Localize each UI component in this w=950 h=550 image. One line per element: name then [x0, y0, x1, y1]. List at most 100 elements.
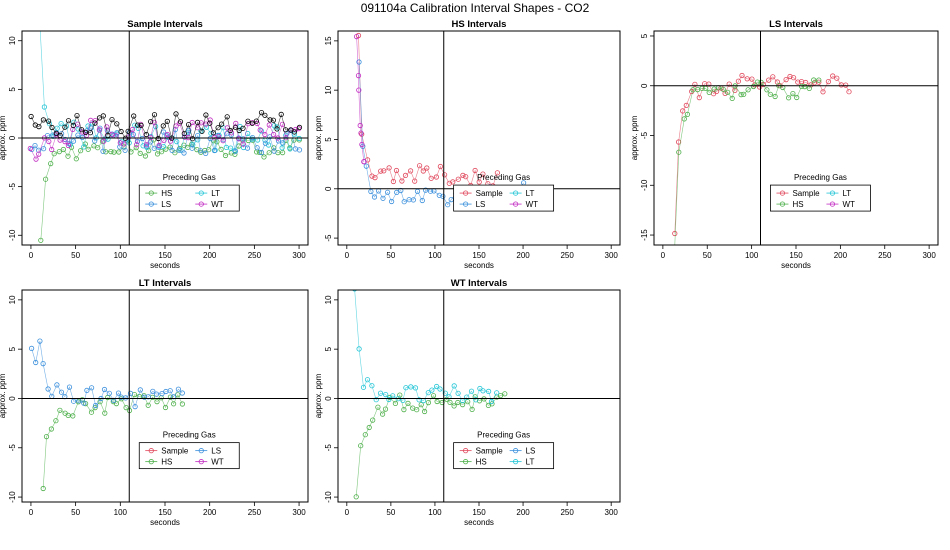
data-point	[203, 112, 209, 118]
y-tick-label: 10	[8, 36, 17, 45]
series-line-HS	[40, 139, 300, 241]
data-point	[494, 390, 500, 396]
legend-label: Sample	[161, 447, 189, 456]
data-point	[40, 146, 47, 152]
data-point	[480, 171, 486, 177]
data-point	[71, 398, 77, 404]
y-tick-label: 0	[324, 186, 333, 191]
data-point	[161, 129, 167, 135]
data-point	[224, 114, 230, 120]
data-point	[151, 112, 158, 118]
chart-panel-0: Sample Intervals 0 50 100 150 200 250 300 -10 -5 0…	[0, 19, 309, 270]
legend-label: WT	[211, 200, 224, 209]
data-point	[41, 104, 48, 110]
data-point	[148, 119, 154, 125]
data-point	[368, 188, 374, 195]
data-point	[36, 151, 42, 157]
legend-swatch-marker	[463, 459, 469, 465]
data-point	[173, 111, 179, 117]
data-point	[785, 95, 792, 101]
data-point	[46, 121, 53, 127]
x-tick-label: 100	[745, 251, 759, 260]
legend-label: Sample	[476, 447, 504, 456]
data-point	[360, 384, 367, 390]
y-tick-label: -5	[8, 444, 17, 452]
data-point	[384, 189, 391, 195]
x-tick-label: 300	[605, 508, 619, 517]
data-point	[33, 359, 39, 366]
x-tick-label: 100	[114, 251, 128, 260]
data-point	[758, 79, 764, 86]
legend-swatch-marker	[779, 190, 786, 196]
data-point	[154, 398, 160, 405]
data-point	[726, 81, 732, 87]
data-point	[46, 138, 52, 145]
legend-box	[138, 442, 240, 470]
x-axis-label: seconds	[150, 518, 180, 527]
data-point	[767, 91, 773, 97]
data-point	[735, 78, 742, 84]
legend-label: LT	[526, 458, 535, 467]
data-point	[455, 390, 461, 396]
data-point	[62, 124, 68, 130]
data-point	[279, 140, 286, 146]
data-point	[51, 151, 57, 157]
data-point	[750, 83, 757, 90]
data-point	[81, 144, 87, 150]
plot-frame	[337, 289, 621, 503]
legend-label: WT	[842, 200, 855, 209]
data-point	[75, 132, 81, 138]
data-point	[145, 402, 151, 408]
legend-box	[453, 442, 555, 470]
data-point	[271, 123, 277, 129]
data-point	[134, 138, 140, 145]
data-point	[451, 383, 457, 389]
data-point	[258, 110, 265, 116]
data-point	[420, 168, 426, 174]
data-point	[278, 111, 284, 118]
data-point	[421, 408, 428, 415]
data-point	[66, 384, 73, 390]
data-point	[419, 197, 425, 204]
x-tick-label: 150	[472, 251, 486, 260]
data-point	[764, 87, 770, 93]
data-point	[414, 407, 420, 413]
data-point	[379, 411, 386, 417]
panel-title: LS Intervals	[769, 19, 823, 30]
data-point	[388, 198, 395, 205]
legend-swatch-marker	[148, 201, 154, 207]
data-point	[181, 142, 187, 148]
data-point	[40, 117, 47, 123]
x-tick-label: 250	[560, 251, 574, 260]
data-point	[399, 178, 405, 184]
data-point	[48, 426, 55, 432]
data-point	[373, 397, 379, 403]
legend-label: LS	[161, 200, 171, 209]
data-point	[132, 403, 138, 410]
y-tick-label: -10	[8, 229, 17, 241]
data-point	[195, 119, 201, 126]
data-point	[123, 404, 129, 411]
data-layer	[27, 31, 303, 243]
series-line-LT	[354, 290, 497, 403]
data-point	[169, 147, 175, 153]
data-point	[92, 120, 98, 126]
data-point	[816, 77, 822, 83]
panel-title: WT Intervals	[451, 278, 508, 289]
data-point	[102, 410, 108, 416]
legend-label: LT	[211, 189, 220, 198]
data-point	[203, 124, 210, 130]
data-point	[57, 407, 63, 413]
data-point	[198, 120, 204, 126]
data-point	[96, 127, 103, 133]
data-point	[258, 149, 265, 156]
data-point	[240, 125, 246, 131]
data-point	[175, 386, 181, 392]
data-point	[787, 73, 793, 80]
y-tick-label: -5	[8, 183, 17, 191]
data-point	[274, 126, 280, 132]
data-point	[439, 399, 445, 406]
x-tick-label: 0	[29, 508, 34, 517]
data-point	[401, 199, 407, 205]
